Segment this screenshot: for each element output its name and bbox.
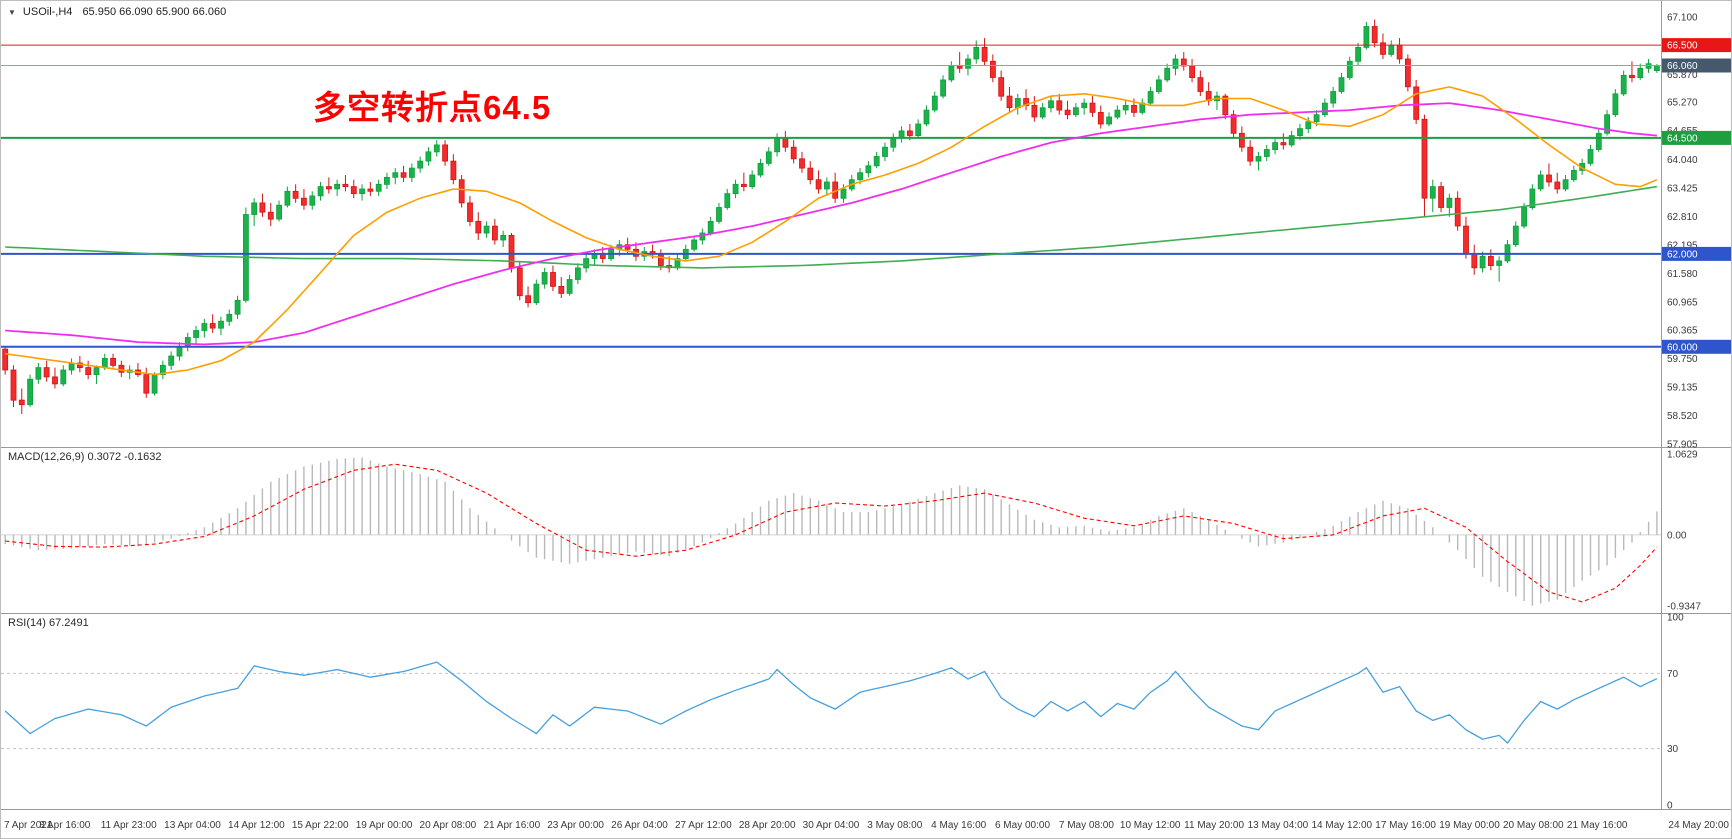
price-axis[interactable]: 67.10065.87065.27064.65564.04063.42562.8…: [1662, 13, 1732, 812]
rsi-indicator-label: RSI(14) 67.2491: [8, 617, 89, 629]
svg-text:27 Apr 12:00: 27 Apr 12:00: [675, 820, 732, 831]
svg-text:21 May 16:00: 21 May 16:00: [1567, 820, 1628, 831]
svg-text:13 Apr 04:00: 13 Apr 04:00: [164, 820, 221, 831]
svg-text:60.000: 60.000: [1667, 342, 1698, 353]
chart-annotation-text: 多空转折点64.5: [313, 89, 552, 126]
svg-text:15 Apr 22:00: 15 Apr 22:00: [292, 820, 349, 831]
svg-text:28 Apr 20:00: 28 Apr 20:00: [739, 820, 796, 831]
svg-text:20 May 08:00: 20 May 08:00: [1503, 820, 1564, 831]
svg-text:65.270: 65.270: [1667, 98, 1698, 109]
ohlc-readout: 65.950 66.090 65.900 66.060: [82, 6, 227, 18]
svg-text:30: 30: [1667, 744, 1679, 755]
svg-text:19 May 00:00: 19 May 00:00: [1439, 820, 1500, 831]
ma-mid-magenta-line: [5, 102, 1657, 346]
macd-indicator-label: MACD(12,26,9) 0.3072 -0.1632: [8, 451, 162, 463]
svg-text:14 Apr 12:00: 14 Apr 12:00: [228, 820, 285, 831]
svg-text:64.500: 64.500: [1667, 133, 1698, 144]
svg-text:58.520: 58.520: [1667, 411, 1698, 422]
svg-text:24 May 20:00: 24 May 20:00: [1668, 820, 1729, 831]
svg-text:66.500: 66.500: [1667, 41, 1698, 52]
svg-text:7 May 08:00: 7 May 08:00: [1059, 820, 1114, 831]
svg-text:1.0629: 1.0629: [1667, 450, 1698, 461]
candlesticks: [2, 19, 1660, 414]
rsi-line: [4, 661, 1658, 744]
svg-text:3 May 08:00: 3 May 08:00: [867, 820, 922, 831]
svg-text:64.040: 64.040: [1667, 155, 1698, 166]
svg-text:21 Apr 16:00: 21 Apr 16:00: [483, 820, 540, 831]
moving-averages: [5, 86, 1658, 376]
svg-text:7 Apr 2021: 7 Apr 2021: [4, 820, 53, 831]
svg-text:17 May 16:00: 17 May 16:00: [1375, 820, 1436, 831]
svg-text:20 Apr 08:00: 20 Apr 08:00: [420, 820, 477, 831]
rsi-panel: [1, 661, 1661, 750]
svg-text:19 Apr 00:00: 19 Apr 00:00: [356, 820, 413, 831]
svg-text:10 May 12:00: 10 May 12:00: [1120, 820, 1181, 831]
svg-text:62.810: 62.810: [1667, 212, 1698, 223]
svg-text:61.580: 61.580: [1667, 269, 1698, 280]
ma-fast-orange-line: [5, 86, 1658, 376]
svg-text:70: 70: [1667, 669, 1679, 680]
svg-text:60.365: 60.365: [1667, 325, 1698, 336]
svg-text:67.100: 67.100: [1667, 13, 1698, 24]
svg-text:65.870: 65.870: [1667, 70, 1698, 81]
svg-text:63.425: 63.425: [1667, 183, 1698, 194]
svg-text:60.965: 60.965: [1667, 298, 1698, 309]
macd-panel: [1, 457, 1661, 606]
chart-header: ▼ USOil-,H4 65.950 66.090 65.900 66.060: [8, 6, 226, 18]
horizontal-level-lines: [1, 44, 1661, 348]
svg-text:13 May 04:00: 13 May 04:00: [1248, 820, 1309, 831]
svg-text:57.905: 57.905: [1667, 440, 1698, 451]
svg-text:0: 0: [1667, 801, 1673, 812]
svg-text:62.000: 62.000: [1667, 249, 1698, 260]
svg-text:0.00: 0.00: [1667, 530, 1687, 541]
ma-slow-green-line: [5, 185, 1658, 269]
svg-text:59.750: 59.750: [1667, 354, 1698, 365]
svg-text:59.135: 59.135: [1667, 382, 1698, 393]
svg-text:11 Apr 23:00: 11 Apr 23:00: [101, 820, 157, 831]
svg-text:11 May 20:00: 11 May 20:00: [1184, 820, 1244, 831]
svg-text:6 May 00:00: 6 May 00:00: [995, 820, 1050, 831]
svg-text:23 Apr 00:00: 23 Apr 00:00: [547, 820, 604, 831]
svg-text:30 Apr 04:00: 30 Apr 04:00: [803, 820, 860, 831]
svg-text:26 Apr 04:00: 26 Apr 04:00: [611, 820, 668, 831]
svg-text:62.195: 62.195: [1667, 240, 1698, 251]
symbol-timeframe-label: USOil-,H4: [22, 6, 73, 18]
panel-dividers: [1, 1, 1731, 810]
svg-text:100: 100: [1667, 613, 1684, 624]
svg-text:66.060: 66.060: [1667, 61, 1698, 72]
svg-text:4 May 16:00: 4 May 16:00: [931, 820, 986, 831]
svg-text:-0.9347: -0.9347: [1667, 602, 1701, 613]
collapse-triangle-icon[interactable]: ▼: [8, 7, 16, 17]
svg-text:8 Apr 16:00: 8 Apr 16:00: [39, 820, 91, 831]
svg-text:14 May 12:00: 14 May 12:00: [1311, 820, 1372, 831]
macd-signal-line: [5, 463, 1658, 603]
